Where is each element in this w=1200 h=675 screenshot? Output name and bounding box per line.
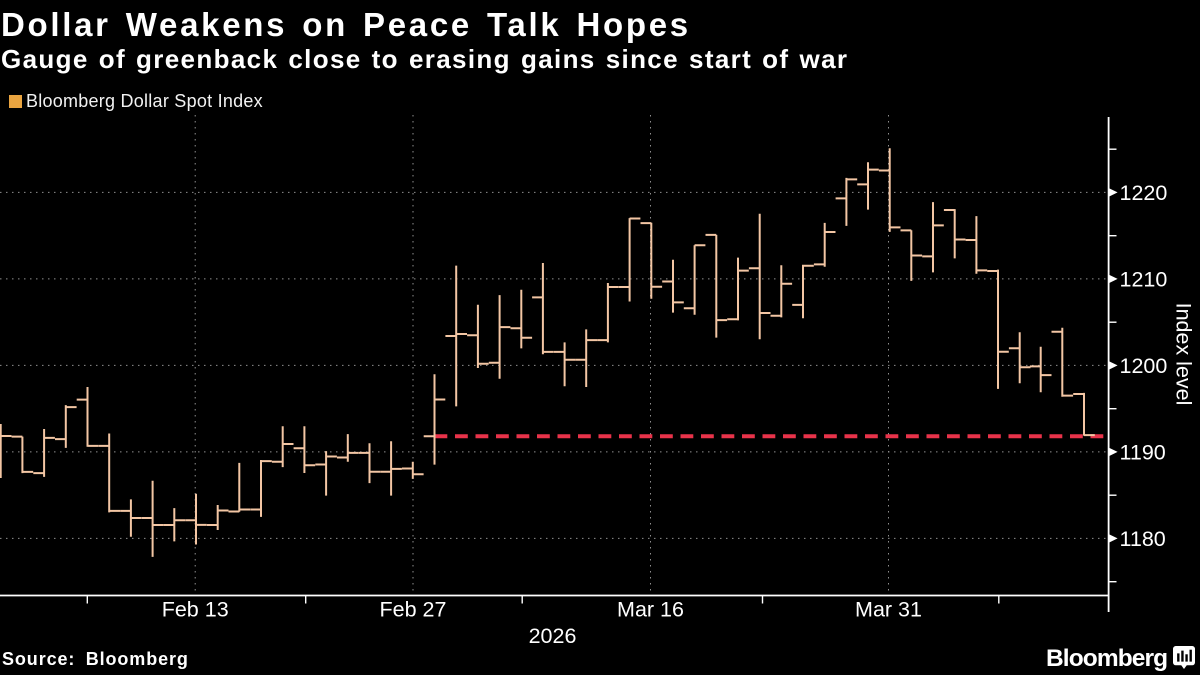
svg-text:Feb 27: Feb 27 bbox=[380, 598, 447, 622]
svg-text:1220: 1220 bbox=[1120, 181, 1168, 205]
svg-text:1190: 1190 bbox=[1120, 440, 1166, 464]
svg-text:1180: 1180 bbox=[1120, 527, 1166, 551]
svg-text:Feb 13: Feb 13 bbox=[162, 598, 229, 622]
svg-text:Mar 16: Mar 16 bbox=[617, 598, 684, 622]
svg-text:1210: 1210 bbox=[1120, 267, 1168, 291]
svg-text:2026: 2026 bbox=[529, 624, 577, 648]
svg-text:1200: 1200 bbox=[1120, 354, 1168, 378]
svg-text:Mar 31: Mar 31 bbox=[855, 598, 922, 622]
svg-text:Index level: Index level bbox=[1172, 303, 1196, 406]
